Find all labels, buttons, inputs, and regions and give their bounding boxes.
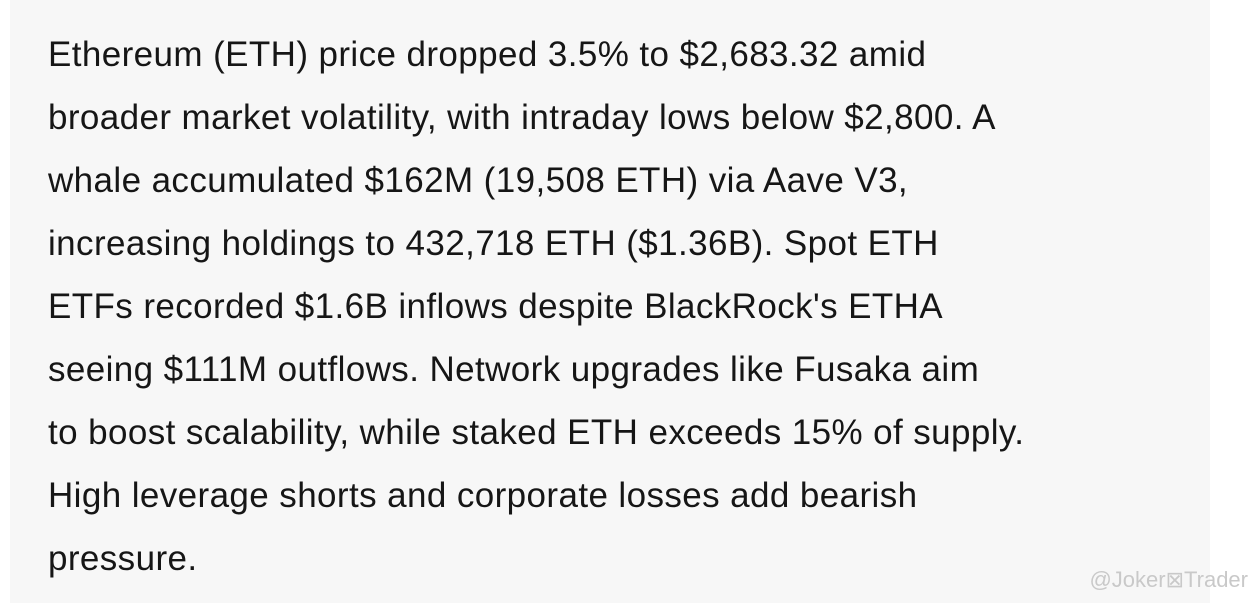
text-line: ETFs recorded $1.6B inflows despite Blac… [48,287,944,326]
watermark: @Joker⊠Trader [1089,567,1248,592]
text-line: increasing holdings to 432,718 ETH ($1.3… [48,224,939,263]
text-line: seeing $111M outflows. Network upgrades … [48,350,980,389]
text-line: Ethereum (ETH) price dropped 3.5% to $2,… [48,35,927,74]
text-card [10,0,1210,603]
text-line: pressure. [48,539,198,578]
text-line: High leverage shorts and corporate losse… [48,476,918,515]
text-line: whale accumulated $162M (19,508 ETH) via… [48,161,909,200]
text-line: broader market volatility, with intraday… [48,98,996,137]
paragraph: Ethereum (ETH) price dropped 3.5% to $2,… [48,23,1024,590]
text-line: to boost scalability, while staked ETH e… [48,413,1025,452]
